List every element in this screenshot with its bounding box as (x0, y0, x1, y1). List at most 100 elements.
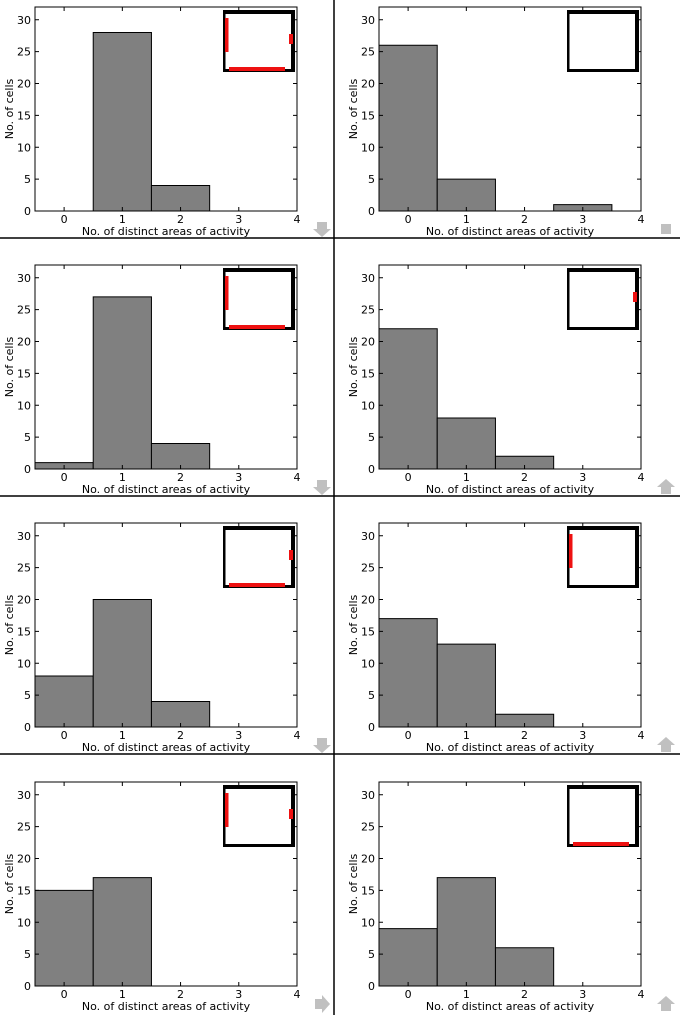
arena-wall-top (567, 268, 639, 272)
arrow-up-icon (657, 737, 675, 752)
arrow-down-icon (313, 738, 331, 753)
x-tick-label: 1 (463, 471, 470, 484)
x-tick-label: 3 (579, 213, 586, 226)
inset-highlight-right-wall (633, 292, 637, 302)
y-tick-label: 10 (361, 399, 375, 412)
arena-wall-left (223, 268, 226, 330)
y-tick-label: 10 (17, 657, 31, 670)
x-tick-label: 2 (521, 213, 528, 226)
y-tick-label: 10 (17, 399, 31, 412)
histogram-panel-3: 0 5 10 15 20 25 30 0 1 2 3 4 No. of distinct areas o… (3, 264, 331, 496)
arena-inset (223, 10, 295, 72)
histogram-bar (150, 185, 211, 212)
y-tick-label: 30 (17, 14, 31, 27)
x-tick-label: 2 (521, 729, 528, 742)
x-axis-label: No. of distinct areas of activity (82, 225, 251, 238)
histogram-panel-4: 0 5 10 15 20 25 30 0 1 2 3 4 No. of distinct areas o… (347, 264, 675, 496)
x-tick-label: 2 (521, 988, 528, 1001)
arena-wall-right (635, 526, 639, 588)
x-tick-label: 4 (294, 988, 301, 1001)
arena-wall-right (635, 10, 639, 72)
arena-wall-top (567, 785, 639, 789)
histogram-bar (436, 417, 496, 470)
arena-wall-left (223, 526, 226, 588)
x-tick-label: 1 (119, 729, 126, 742)
arena-wall-top (223, 785, 295, 789)
arrow-down-icon (313, 480, 331, 495)
y-tick-label: 15 (17, 884, 31, 897)
y-tick-label: 15 (17, 109, 31, 122)
histogram-bar (436, 877, 496, 987)
histogram-panel-5: 0 5 10 15 20 25 30 0 1 2 3 4 No. of distinct areas o… (3, 522, 331, 754)
x-tick-label: 0 (61, 213, 68, 226)
square-icon (661, 224, 671, 234)
plot-area-frame (34, 6, 298, 212)
x-axis-label: No. of distinct areas of activity (426, 1000, 595, 1013)
inset-highlight-right-wall (289, 550, 293, 560)
y-tick-label: 5 (24, 689, 31, 702)
arena-wall-right (635, 785, 639, 847)
arena-inset (223, 526, 295, 588)
y-tick-label: 20 (361, 78, 375, 91)
x-tick-label: 3 (235, 213, 242, 226)
arena-wall-left (223, 10, 226, 72)
histogram-bar (436, 178, 496, 212)
y-tick-label: 10 (361, 916, 375, 929)
y-tick-label: 10 (17, 141, 31, 154)
y-axis-label: No. of cells (3, 594, 16, 655)
y-tick-label: 30 (361, 272, 375, 285)
y-tick-label: 10 (17, 916, 31, 929)
inset-highlight-bottom-wall (229, 583, 285, 587)
y-tick-label: 15 (17, 625, 31, 638)
arena-wall-bottom (223, 844, 295, 847)
arrow-up-icon (657, 996, 675, 1011)
y-axis-label: No. of cells (347, 853, 360, 914)
y-tick-label: 20 (17, 594, 31, 607)
x-tick-label: 4 (638, 988, 645, 1001)
x-axis-label: No. of distinct areas of activity (426, 741, 595, 754)
arena-inset (567, 268, 639, 330)
x-tick-label: 1 (119, 213, 126, 226)
arena-wall-top (567, 10, 639, 14)
arrow-down-icon (313, 222, 331, 237)
histogram-panel-8: 0 5 10 15 20 25 30 0 1 2 3 4 No. of distinct areas o… (347, 781, 675, 1013)
y-tick-label: 15 (17, 367, 31, 380)
x-axis-label: No. of distinct areas of activity (82, 483, 251, 496)
inset-highlight-right-wall (289, 809, 293, 819)
x-tick-label: 0 (61, 988, 68, 1001)
y-tick-label: 20 (17, 336, 31, 349)
x-axis-label: No. of distinct areas of activity (426, 225, 595, 238)
x-tick-label: 0 (61, 729, 68, 742)
histogram-bar (92, 599, 152, 728)
arena-wall-bottom (567, 69, 639, 72)
x-tick-label: 0 (405, 471, 412, 484)
histogram-bar (150, 443, 211, 470)
x-tick-label: 2 (177, 213, 184, 226)
y-tick-label: 5 (368, 948, 375, 961)
histogram-bar (378, 328, 438, 470)
arena-wall-top (223, 10, 295, 14)
histogram-panel-6: 0 5 10 15 20 25 30 0 1 2 3 4 No. of distinct areas o… (347, 522, 675, 754)
y-axis-label: No. of cells (347, 594, 360, 655)
y-tick-label: 30 (17, 272, 31, 285)
x-tick-label: 2 (521, 471, 528, 484)
y-axis-label: No. of cells (347, 78, 360, 139)
y-tick-label: 25 (361, 821, 375, 834)
x-tick-label: 2 (177, 988, 184, 1001)
y-tick-label: 0 (24, 463, 31, 476)
y-tick-label: 0 (24, 980, 31, 993)
x-tick-label: 2 (177, 729, 184, 742)
histogram-panel-7: 0 5 10 15 20 25 30 0 1 2 3 4 No. of distinct areas o… (3, 781, 330, 1013)
arena-wall-bottom (567, 327, 639, 330)
x-tick-label: 0 (61, 471, 68, 484)
y-tick-label: 15 (361, 625, 375, 638)
y-tick-label: 5 (368, 431, 375, 444)
arena-wall-top (223, 526, 295, 530)
x-tick-label: 3 (235, 729, 242, 742)
y-tick-label: 0 (368, 205, 375, 218)
y-tick-label: 25 (361, 46, 375, 59)
y-tick-label: 5 (24, 173, 31, 186)
arena-inset (567, 785, 639, 847)
y-tick-label: 25 (361, 562, 375, 575)
